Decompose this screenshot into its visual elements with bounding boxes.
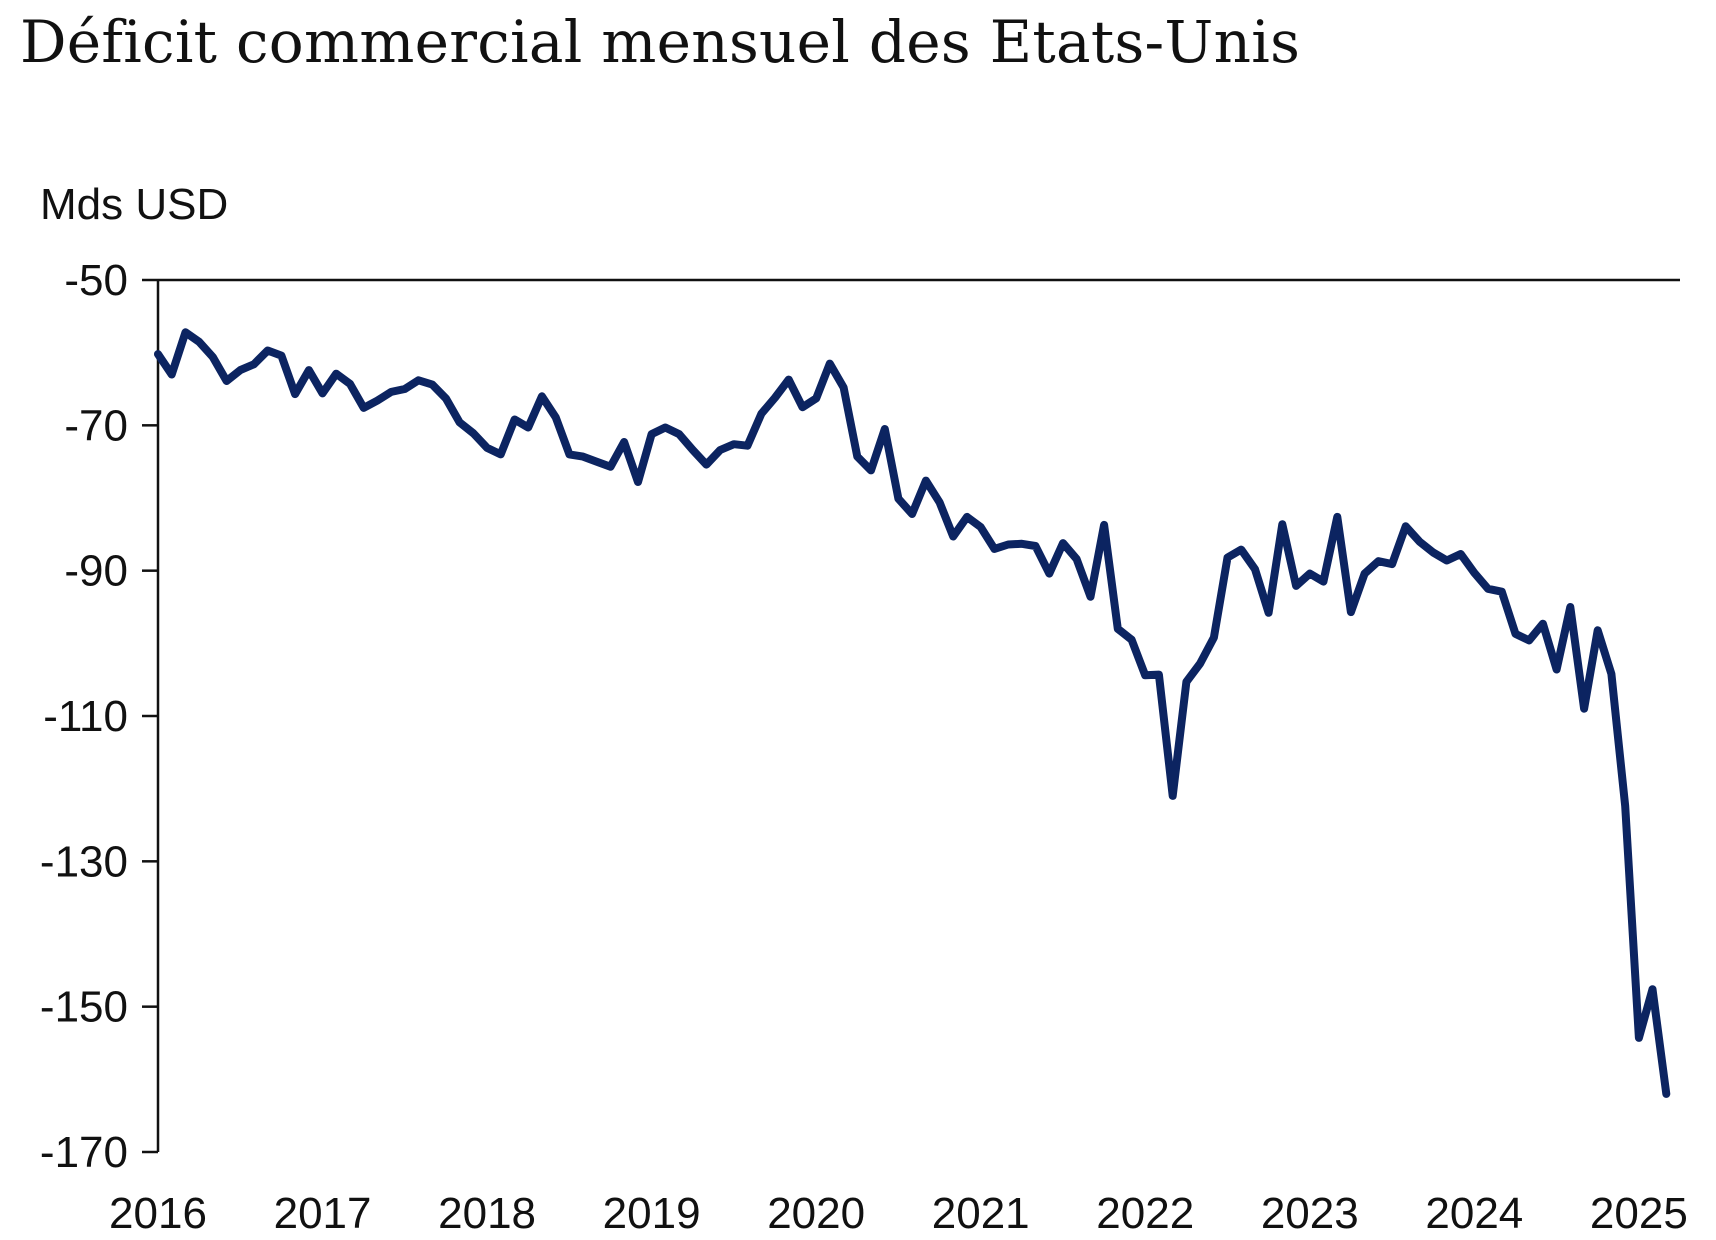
y-axis-unit-label: Mds USD	[40, 180, 229, 229]
y-tick-label: -150	[40, 983, 128, 1032]
y-tick-label: -70	[64, 401, 128, 450]
y-tick-label: -90	[64, 547, 128, 596]
x-tick-label: 2020	[767, 1189, 865, 1238]
chart-title: Déficit commercial mensuel des Etats-Uni…	[20, 8, 1301, 76]
y-tick-label: -130	[40, 837, 128, 886]
y-tick-label: -170	[40, 1128, 128, 1177]
x-tick-label: 2025	[1590, 1189, 1688, 1238]
series-line	[154, 328, 1671, 1098]
series-lines	[154, 328, 1671, 1098]
x-tick-label: 2022	[1096, 1189, 1194, 1238]
y-tick-labels: -50 -70 -90 -110 -130 -150 -170	[40, 256, 128, 1177]
y-tick-label: -110	[43, 692, 128, 741]
x-tick-labels: 2016 2017 2018 2019 2020 2021 2022 2023 2024 2025	[109, 1189, 1688, 1238]
y-tick-label: -50	[64, 256, 128, 305]
x-tick-label: 2017	[274, 1189, 372, 1238]
x-tick-label: 2021	[932, 1189, 1030, 1238]
axes	[142, 278, 1680, 1154]
x-tick-label: 2019	[603, 1189, 701, 1238]
x-tick-label: 2018	[438, 1189, 536, 1238]
x-tick-label: 2024	[1425, 1189, 1523, 1238]
x-tick-label: 2016	[109, 1189, 207, 1238]
x-tick-label: 2023	[1261, 1189, 1359, 1238]
